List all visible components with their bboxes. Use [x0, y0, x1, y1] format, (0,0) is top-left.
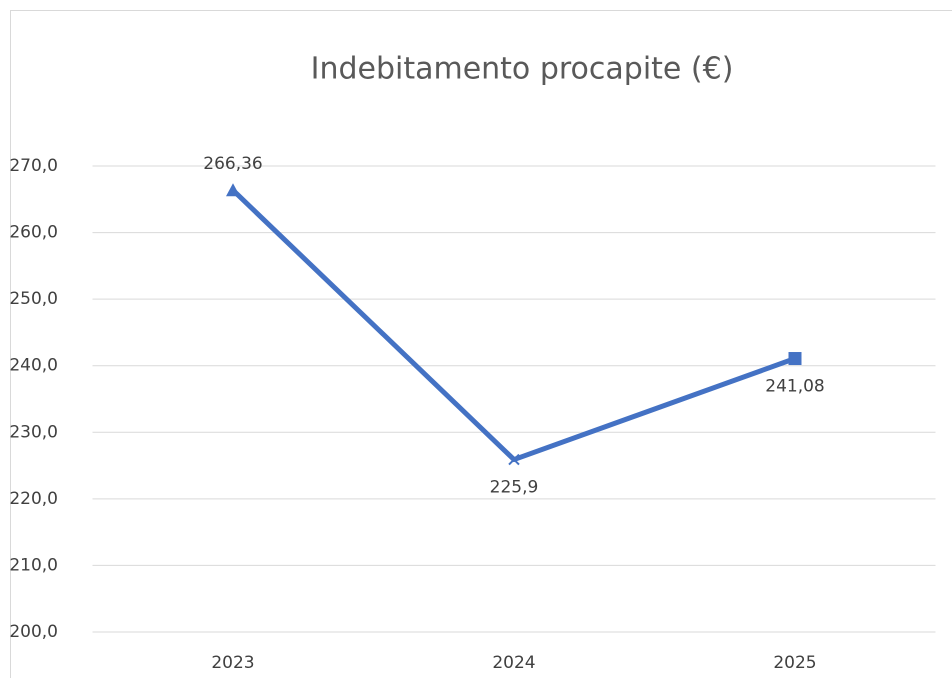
y-tick-label: 270,0 — [9, 156, 58, 176]
marker — [788, 352, 802, 366]
y-tick-label: 250,0 — [9, 289, 58, 309]
chart-title: Indebitamento procapite (€) — [311, 52, 734, 87]
chart-frame — [10, 10, 952, 678]
y-tick-label: 200,0 — [9, 622, 58, 642]
data-label: 241,08 — [765, 377, 824, 397]
y-tick-label: 240,0 — [9, 356, 58, 376]
y-tick-label: 230,0 — [9, 422, 58, 442]
x-tick-label: 2023 — [211, 653, 254, 673]
y-tick-label: 210,0 — [9, 555, 58, 575]
data-label: 225,9 — [490, 478, 539, 498]
y-tick-label: 260,0 — [9, 223, 58, 243]
x-tick-label: 2025 — [773, 653, 816, 673]
series-line — [231, 188, 796, 463]
y-tick-label: 220,0 — [9, 489, 58, 509]
x-tick-label: 2024 — [492, 653, 535, 673]
marker — [508, 453, 520, 466]
data-label: 266,36 — [203, 154, 262, 174]
marker — [226, 183, 240, 197]
